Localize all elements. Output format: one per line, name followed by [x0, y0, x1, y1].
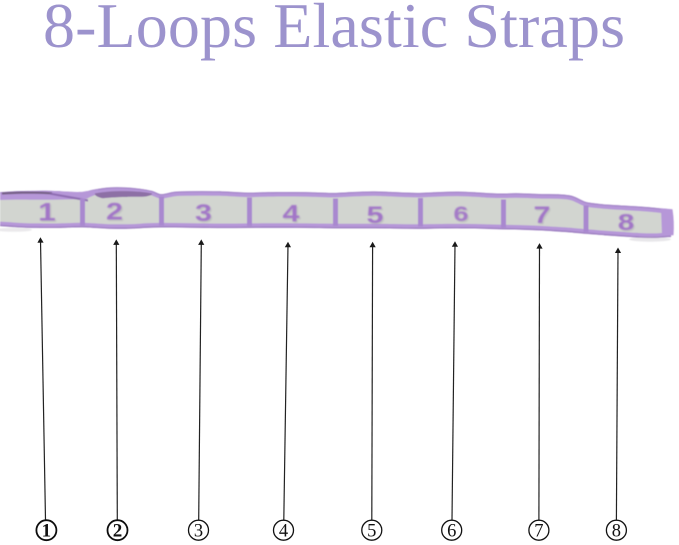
svg-text:6: 6 [453, 203, 468, 227]
svg-text:8: 8 [619, 211, 636, 237]
svg-text:1: 1 [42, 521, 52, 542]
svg-text:8: 8 [618, 209, 635, 235]
svg-text:7: 7 [534, 201, 551, 228]
svg-text:4: 4 [279, 521, 288, 541]
svg-text:5: 5 [367, 521, 376, 541]
svg-text:8: 8 [612, 521, 621, 541]
svg-text:2: 2 [107, 199, 124, 226]
svg-text:6: 6 [455, 204, 470, 228]
svg-text:2: 2 [113, 521, 123, 542]
svg-text:4: 4 [283, 200, 301, 227]
svg-text:5: 5 [368, 203, 385, 230]
svg-text:1: 1 [38, 199, 56, 227]
svg-text:4: 4 [284, 201, 302, 228]
svg-text:2: 2 [106, 198, 123, 225]
svg-text:6: 6 [447, 521, 456, 541]
svg-text:1: 1 [39, 200, 57, 228]
svg-text:7: 7 [535, 203, 552, 230]
svg-text:7: 7 [534, 521, 543, 541]
svg-text:3: 3 [195, 199, 212, 226]
svg-text:3: 3 [194, 521, 203, 541]
svg-text:5: 5 [367, 201, 384, 228]
svg-text:3: 3 [196, 201, 213, 228]
